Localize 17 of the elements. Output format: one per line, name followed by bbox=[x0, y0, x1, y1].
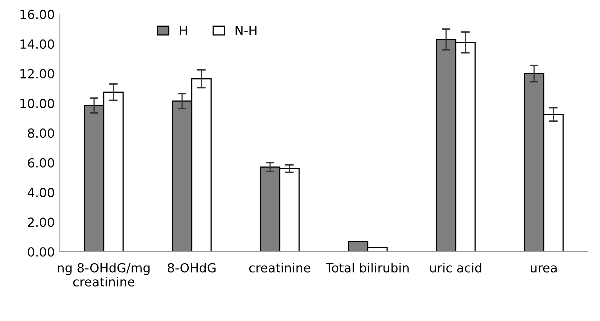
y-tick-label: 12.00 bbox=[20, 69, 54, 79]
x-tick-label: uric acid bbox=[430, 263, 482, 273]
x-tick-label: Total bilirubin bbox=[326, 263, 409, 273]
y-tick-label: 4.00 bbox=[28, 188, 54, 198]
y-tick-label: 10.00 bbox=[20, 98, 54, 108]
x-tick-label: creatinine bbox=[249, 263, 311, 273]
y-tick-label: 0.00 bbox=[28, 247, 54, 257]
legend-label: H bbox=[180, 26, 188, 36]
y-tick-label: 14.00 bbox=[20, 40, 54, 50]
x-tick-label: ng 8-OHdG/mg creatinine bbox=[58, 263, 150, 287]
y-tick-label: 16.00 bbox=[20, 10, 54, 20]
y-tick-label: 2.00 bbox=[28, 218, 54, 228]
x-tick-label: 8-OHdG bbox=[168, 263, 216, 273]
legend-label: N-H bbox=[236, 26, 257, 36]
x-tick-label: urea bbox=[530, 266, 557, 273]
y-tick-label: 6.00 bbox=[28, 158, 54, 168]
y-tick-label: 8.00 bbox=[28, 128, 54, 138]
